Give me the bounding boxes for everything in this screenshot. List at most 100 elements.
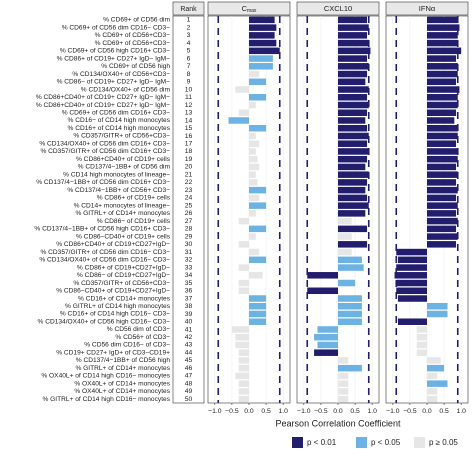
rank: 5 [187,48,191,55]
x-tick-label: 0.5 [261,408,271,415]
panel-title-main: CXCL10 [324,4,352,13]
row-label: % CD86+CD40+ of CD19+ cells [76,156,171,163]
bar [238,217,249,225]
bar [238,395,249,403]
row-label: % CD86+CD40+ of CD19+ CD27+ IgD− IgM− [36,94,170,101]
bar [338,279,356,287]
bar [427,39,458,47]
bar [249,78,267,86]
bar [249,24,277,31]
row-label: % GITRL+ of CD14+ monocytes [75,210,170,217]
rank: 41 [185,326,193,333]
bar [427,148,458,155]
row-label: % CD357/GITR+ of CD56+CD3− [73,133,170,140]
x-tick-label: 0.5 [350,408,360,415]
bar [249,94,267,101]
panel-title-main: IFNα [419,4,436,13]
bar [338,16,368,24]
bar [249,70,260,78]
panel-title: CXCL10 [324,4,352,13]
bar [427,380,448,387]
bar [249,210,256,217]
bar [249,32,275,39]
bar [249,39,277,47]
bar [338,210,366,217]
bar [338,357,349,364]
row-label: % CD357/GITR+ of CD56+CD3− [73,280,170,287]
bar [338,63,369,70]
bar [249,132,256,140]
bar [338,86,369,93]
rank: 35 [185,280,193,287]
rank: 37 [185,295,193,302]
row-label: % CD137/4−1BB+ of CD56+ CD3− [67,187,170,194]
row-label: % CD14+ monocytes of lineage− [74,202,171,209]
bar [235,341,249,349]
x-tick-label: 0.0 [422,408,432,415]
row-label: % CD134/OX40+ of CD56 high CD16− CD3− [38,318,171,325]
rank-header-box [172,1,205,16]
bar [249,55,273,62]
bar [427,86,460,93]
x-axis-label: Pearson Correlation Coefficient [276,418,401,428]
rank: 27 [185,218,193,225]
bar [228,117,249,124]
rank: 46 [185,365,193,372]
row-label: % CD137/4−1BB+ of CD56 high CD16+ CD3− [34,226,170,233]
bar [238,380,249,387]
bar [427,171,458,178]
bar [338,186,366,194]
rank: 3 [187,32,191,39]
bar [338,132,369,140]
rank: 21 [185,171,193,178]
bar [338,148,369,155]
rank: 40 [185,319,193,326]
x-tick-label: 0.0 [244,408,254,415]
x-tick-label: 0.5 [439,408,449,415]
rank: 47 [185,373,193,380]
bar [338,179,368,186]
rank: 6 [187,55,191,62]
rank: 38 [185,303,193,310]
x-tick-label: 1.0 [278,408,288,415]
bar [249,302,267,310]
bar [397,295,427,302]
bar [397,256,427,264]
bar [235,333,249,341]
bar [396,248,427,256]
panel-title: Cmax [242,4,257,14]
bar [427,117,455,124]
row-label: % CD16+ of CD14+ monocytes [78,295,171,302]
bar [249,155,258,163]
bar [427,372,438,380]
bar [427,302,448,310]
bar [338,94,368,101]
bar [427,155,458,163]
bar [249,194,260,202]
row-label: % CD357/GITR+ of CD56 dim CD16− CD3− [40,249,170,256]
bar [427,55,457,62]
rank: 4 [187,40,191,47]
bar [238,388,249,395]
bar [427,357,441,364]
bar [249,163,260,171]
row-label: % CD16+ of CD14 high CD16− CD3− [60,311,170,318]
bar [338,171,369,178]
row-label: % CD69+ of CD56 dim [103,17,170,24]
rank-box [172,15,205,404]
bar [249,16,275,24]
bar [427,241,457,248]
bar [317,326,338,333]
x-tick-label: −1.0 [297,408,311,415]
bar [427,179,457,186]
rank: 45 [185,357,193,364]
rank: 14 [185,117,193,124]
row-label: % GITRL+ of CD14+ monocytes [75,365,170,372]
row-label: % CD134/OX40+ of CD56+CD3− [72,71,170,78]
bar [238,287,249,295]
bar [338,380,349,387]
row-label: % CD69+ of CD56 dim CD16− CD3− [62,24,170,31]
bar [249,202,267,209]
panel-header-box [296,1,380,16]
rank: 32 [185,257,193,264]
